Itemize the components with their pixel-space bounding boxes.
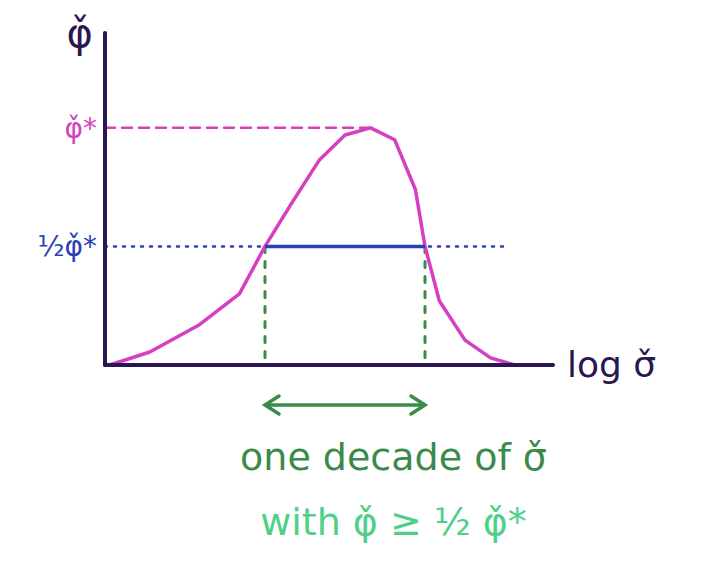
tick-label: ½φ̌* <box>37 230 97 263</box>
chart: φ̌* ½φ̌* φ̌ log σ̌ one decade of σ̌ with φ̌ ≥… <box>0 0 707 588</box>
annotation: with φ̌ ≥ ½ φ̌* <box>260 500 527 544</box>
band-edge <box>424 246 427 365</box>
arrow-head <box>411 396 425 414</box>
curve <box>110 128 515 365</box>
y-axis <box>103 33 107 365</box>
decade-arrow <box>267 403 423 407</box>
annotation: one decade of σ̌ <box>240 435 547 479</box>
band-edge <box>264 246 267 365</box>
x-axis <box>105 363 553 367</box>
tick-guide <box>105 245 505 248</box>
arrow-head <box>265 396 279 414</box>
plot-marks <box>110 128 515 365</box>
y-axis-title: φ̌ <box>67 10 93 56</box>
tick-guide <box>105 127 371 130</box>
x-axis-title: log σ̌ <box>567 344 656 385</box>
tick-label: φ̌* <box>65 112 97 145</box>
half-width-segment <box>265 245 425 249</box>
